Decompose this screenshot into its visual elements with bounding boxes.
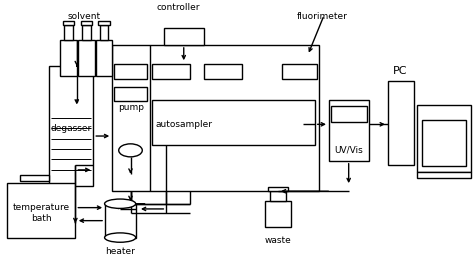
Bar [48, 66, 93, 186]
Bar [98, 21, 110, 25]
Bar [422, 120, 466, 166]
Bar [114, 87, 147, 101]
Text: controller: controller [156, 3, 200, 12]
Bar [112, 45, 319, 191]
Bar [78, 40, 95, 76]
Bar [60, 40, 77, 76]
Bar [7, 183, 75, 238]
Bar [63, 21, 74, 25]
Bar [329, 100, 369, 161]
Bar [152, 100, 315, 145]
Bar [81, 21, 92, 25]
Text: waste: waste [264, 236, 292, 245]
Bar [152, 64, 190, 79]
Text: heater: heater [105, 248, 135, 257]
Bar [64, 25, 73, 40]
Bar [20, 175, 49, 181]
Bar [100, 25, 108, 40]
Bar [417, 105, 471, 173]
Bar [282, 64, 317, 79]
Bar [331, 106, 366, 122]
Ellipse shape [105, 199, 136, 208]
Text: UV/Vis: UV/Vis [334, 146, 363, 155]
Bar [270, 191, 286, 201]
Ellipse shape [105, 233, 136, 242]
Bar [105, 204, 136, 238]
Text: temperature
bath: temperature bath [13, 203, 70, 223]
Bar [114, 64, 147, 79]
Bar [417, 173, 471, 178]
Text: degasser: degasser [51, 124, 92, 133]
Text: PC: PC [393, 66, 408, 76]
Bar [265, 201, 291, 227]
Bar [268, 187, 288, 191]
Text: fluorimeter: fluorimeter [296, 12, 347, 21]
Text: pump: pump [118, 103, 144, 112]
Text: solvent: solvent [67, 12, 100, 21]
Bar [164, 28, 204, 45]
Bar [82, 25, 91, 40]
Bar [204, 64, 242, 79]
Bar [388, 81, 414, 165]
Bar [96, 40, 112, 76]
Text: autosampler: autosampler [156, 120, 213, 129]
